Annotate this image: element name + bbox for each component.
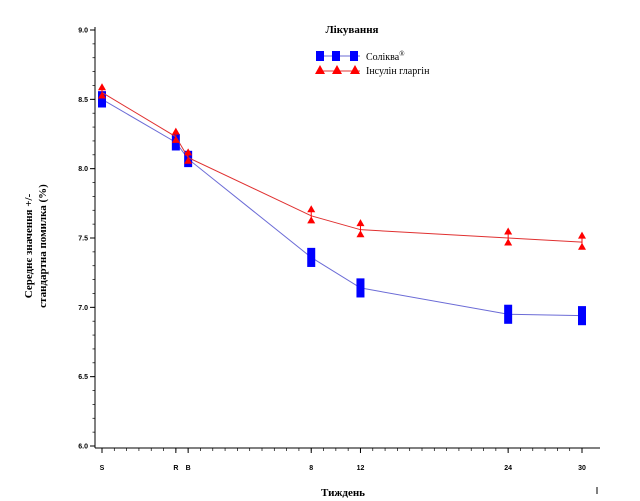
data-point <box>307 247 316 267</box>
data-point <box>98 91 106 108</box>
data-point <box>307 205 316 213</box>
data-point <box>578 231 586 239</box>
data-point <box>578 242 586 250</box>
y-tick-label: 9.0 <box>78 28 88 35</box>
y-tick-label: 8.5 <box>78 97 88 104</box>
series-line <box>101 91 583 243</box>
data-point <box>504 227 513 235</box>
x-tick-label: 30 <box>578 465 586 472</box>
series-glargine <box>98 83 586 250</box>
legend-item-soliqua: Соліква® <box>316 50 405 63</box>
legend-soliqua-marker <box>332 51 340 61</box>
legend-glargine-label: Інсулін гларгін <box>366 66 430 77</box>
y-ticks: 6.0 6.5 7.0 7.5 8.0 8.5 9.0 <box>78 28 95 451</box>
legend-item-glargine: Інсулін гларгін <box>315 65 430 77</box>
legend-soliqua-superscript: ® <box>399 50 405 58</box>
x-tick-label: S <box>100 465 105 472</box>
y-tick-label: 6.0 <box>78 444 88 451</box>
data-point <box>171 135 180 143</box>
data-point <box>356 278 365 298</box>
legend-title: Лікування <box>325 24 378 36</box>
x-ticks: S R B 8 12 24 30 <box>100 448 586 472</box>
data-point <box>504 238 513 246</box>
data-point <box>98 91 106 99</box>
legend-soliqua-marker <box>316 51 324 61</box>
y-axis-title-line-2: стандартна помилка (%) <box>37 184 49 308</box>
legend-soliqua-label: Соліква® <box>366 50 405 63</box>
data-point <box>578 306 586 326</box>
x-tick-label: 8 <box>309 465 313 472</box>
data-point <box>356 219 365 227</box>
data-point <box>98 83 106 91</box>
y-tick-label: 8.0 <box>78 166 88 173</box>
x-tick-label: R <box>173 465 178 472</box>
legend-glargine-marker <box>315 65 325 74</box>
x-tick-label: B <box>186 465 191 472</box>
y-tick-label: 6.5 <box>78 374 88 381</box>
data-point <box>504 304 513 324</box>
x-tick-label: 12 <box>357 465 365 472</box>
series-layer <box>98 83 586 326</box>
legend-soliqua-marker <box>350 51 358 61</box>
x-axis-title: Тиждень <box>321 487 365 499</box>
legend-glargine-marker <box>350 65 360 74</box>
data-point <box>307 216 316 224</box>
data-point <box>171 127 180 135</box>
y-axis-title: Середнє значення +/- стандартна помилка … <box>23 184 49 308</box>
y-tick-label: 7.5 <box>78 236 88 243</box>
data-point <box>356 230 365 238</box>
data-point <box>184 156 193 164</box>
y-axis-title-line-1: Середнє значення +/- <box>23 193 35 298</box>
axes <box>94 27 600 449</box>
legend-glargine-marker <box>332 65 342 74</box>
legend-soliqua-name: Соліква <box>366 52 400 63</box>
y-tick-label: 7.0 <box>78 305 88 312</box>
legend: Лікування Соліква® Інсулін гларгін <box>315 24 430 77</box>
series-soliqua <box>98 91 586 326</box>
data-point <box>184 148 193 156</box>
x-tick-label: 24 <box>504 465 512 472</box>
